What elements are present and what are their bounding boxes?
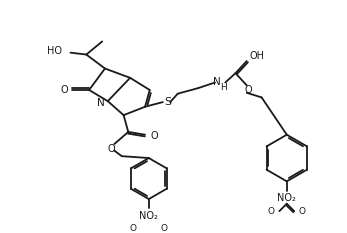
Text: HO: HO — [47, 46, 62, 56]
Text: O: O — [161, 224, 168, 233]
Text: O: O — [245, 85, 252, 95]
Text: N: N — [213, 77, 221, 87]
Text: S: S — [164, 97, 171, 107]
Text: NO₂: NO₂ — [277, 193, 296, 203]
Text: O: O — [151, 131, 158, 141]
Text: O: O — [108, 144, 115, 154]
Text: O: O — [299, 207, 306, 216]
Text: NO₂: NO₂ — [139, 211, 158, 221]
Text: O: O — [268, 207, 275, 216]
Text: O: O — [60, 85, 68, 95]
Text: H: H — [220, 83, 227, 92]
Text: OH: OH — [249, 51, 264, 62]
Text: O: O — [130, 224, 137, 233]
Text: N: N — [98, 98, 105, 108]
